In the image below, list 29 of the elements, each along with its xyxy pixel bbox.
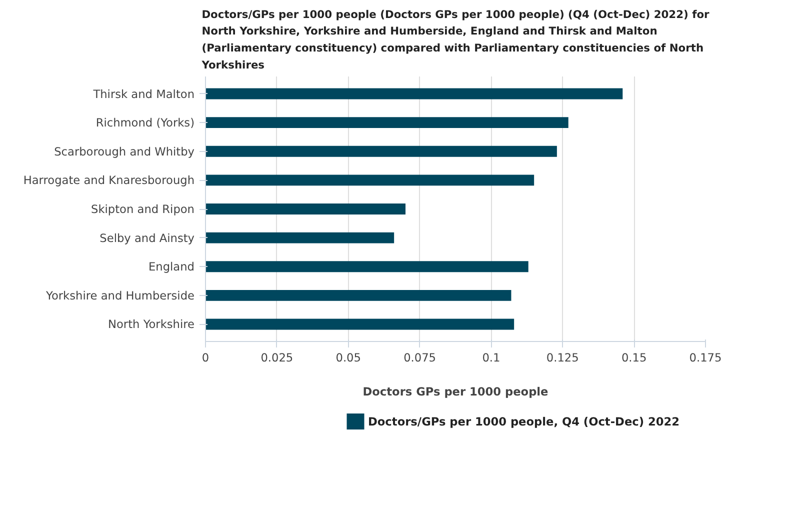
bar — [206, 290, 512, 301]
y-tick-label: Yorkshire and Humberside — [45, 288, 195, 302]
legend-label: Doctors/GPs per 1000 people, Q4 (Oct-Dec) 2022 — [368, 414, 680, 428]
y-tick-label: Richmond (Yorks) — [96, 116, 195, 130]
bar — [206, 204, 406, 214]
chart-title: Doctors/GPs per 1000 people (Doctors GPs per 1000 people) (Q4 (Oct-Dec) 2022) for North Yorkshire, Yorkshire and Humberside, England and Thirsk and Malton (Parliamentary constituency) compared with Parliamentary constituencies of North Yorkshires — [200, 8, 710, 72]
y-tick-label: Scarborough and Whitby — [54, 144, 195, 158]
x-tick-label: 0.05 — [336, 350, 361, 364]
y-tick-label: Skipton and Ripon — [91, 202, 195, 216]
x-tick-label: 0 — [202, 350, 210, 364]
x-tick-label: 0.025 — [260, 350, 294, 364]
x-tick-label: 0.15 — [621, 350, 647, 364]
y-tick-label: Harrogate and Knaresborough — [23, 173, 194, 188]
y-tick-label: Thirsk and Malton — [92, 86, 194, 101]
bar — [206, 261, 528, 272]
bar — [206, 117, 568, 128]
bar — [206, 232, 394, 244]
x-axis-title: Doctors GPs per 1000 people — [362, 384, 549, 398]
x-tick-label: 0.075 — [404, 350, 436, 364]
bar — [206, 146, 557, 157]
y-tick-label: England — [148, 260, 195, 274]
y-tick-label: Selby and Ainsty — [100, 230, 195, 245]
x-tick-label: 0.125 — [546, 350, 579, 364]
x-tick-label: 0.1 — [482, 350, 500, 364]
bar — [206, 174, 534, 186]
bar — [206, 88, 623, 100]
bar — [206, 318, 514, 330]
y-tick-label: North Yorkshire — [108, 317, 195, 332]
x-tick-label: 0.175 — [689, 350, 722, 364]
